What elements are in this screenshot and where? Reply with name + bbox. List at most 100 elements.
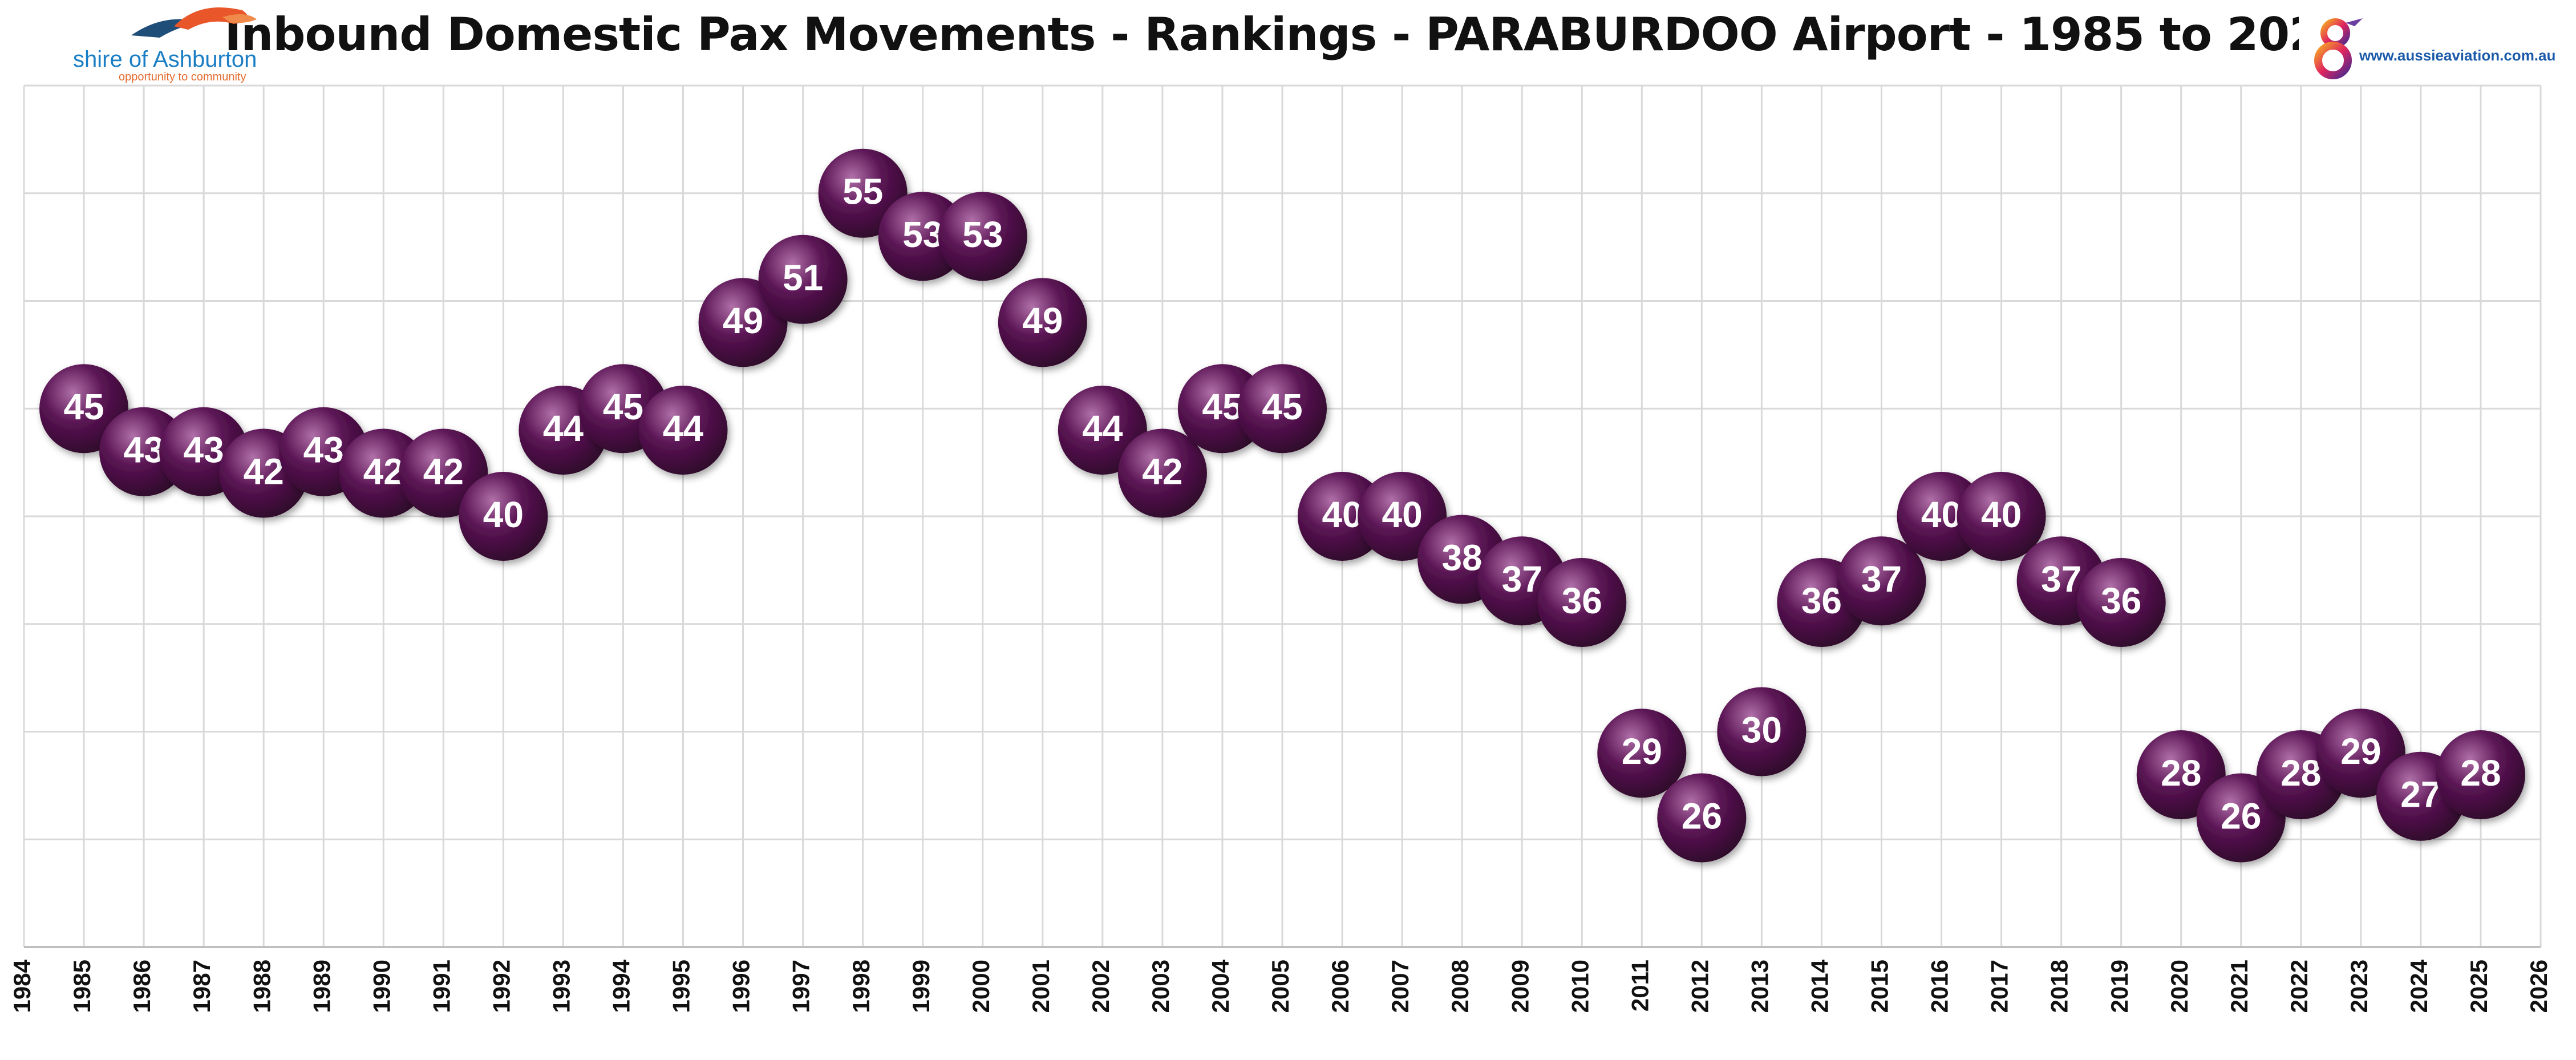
- x-tick-label: 2024: [2405, 959, 2432, 1013]
- x-tick-label: 2022: [2286, 960, 2312, 1013]
- data-label: 42: [244, 451, 284, 492]
- x-tick-label: 1995: [668, 960, 695, 1013]
- logo-tagline-text: opportunity to community: [119, 71, 246, 83]
- data-label: 30: [1741, 709, 1782, 750]
- x-tick-label: 1993: [548, 960, 575, 1013]
- logo-brand-text: shire of Ashburton: [73, 47, 257, 72]
- ashburton-wave-icon: [131, 7, 257, 38]
- x-tick-label: 1994: [608, 959, 635, 1013]
- data-label: 36: [1801, 580, 1842, 621]
- x-tick-label: 2014: [1807, 959, 1833, 1013]
- data-bubble: [1117, 428, 1207, 518]
- data-label: 44: [1082, 408, 1123, 449]
- x-tick-label: 1989: [308, 960, 335, 1013]
- x-tick-label: 2002: [1087, 960, 1114, 1013]
- x-tick-label: 2004: [1207, 959, 1234, 1013]
- x-tick-label: 1992: [488, 960, 515, 1013]
- x-tick-label: 2000: [967, 960, 994, 1013]
- data-label: 43: [184, 430, 224, 471]
- data-label: 37: [2041, 559, 2081, 600]
- x-tick-label: 2021: [2226, 960, 2253, 1013]
- data-label: 38: [1442, 537, 1483, 578]
- data-label: 45: [603, 386, 643, 427]
- x-tick-label: 2020: [2166, 960, 2193, 1013]
- data-point: 29: [1597, 709, 1687, 798]
- data-point: 40: [459, 472, 548, 561]
- data-label: 43: [124, 430, 164, 471]
- x-tick-label: 2013: [1746, 960, 1773, 1013]
- data-point: 37: [1837, 536, 1926, 626]
- data-label: 53: [962, 214, 1003, 255]
- data-point: 51: [758, 234, 848, 324]
- data-label: 40: [483, 494, 524, 535]
- x-tick-label: 2009: [1506, 960, 1533, 1013]
- data-bubble: [1717, 687, 1807, 776]
- data-label: 43: [303, 430, 344, 471]
- chart-title: Inbound Domestic Pax Movements - Ranking…: [224, 8, 2352, 61]
- x-tick-label: 2025: [2465, 960, 2492, 1013]
- x-tick-label: 2008: [1447, 960, 1473, 1013]
- data-bubble: [998, 278, 1087, 367]
- x-tick-label: 2006: [1327, 960, 1354, 1013]
- data-label: 49: [1022, 300, 1063, 341]
- aussie-aviation-logo-icon: [2314, 18, 2363, 79]
- data-label: 40: [1322, 494, 1362, 535]
- data-bubble: [1238, 364, 1327, 454]
- x-tick-label: 2017: [1986, 960, 2013, 1013]
- data-label: 29: [1622, 731, 1662, 772]
- data-bubble: [1957, 472, 2046, 561]
- x-tick-label: 2012: [1686, 960, 1713, 1013]
- data-label: 37: [1502, 559, 1542, 600]
- data-bubble: [459, 472, 548, 561]
- data-point: 49: [998, 278, 1087, 367]
- x-tick-label: 1984: [9, 959, 35, 1013]
- data-point: 38: [1417, 515, 1507, 604]
- data-label: 40: [1382, 494, 1423, 535]
- data-point: 40: [1957, 472, 2046, 561]
- data-label: 27: [2400, 774, 2441, 815]
- x-tick-label: 2019: [2106, 960, 2133, 1013]
- x-tick-label: 2010: [1566, 960, 1593, 1013]
- x-tick-label: 1999: [908, 960, 934, 1013]
- x-tick-label: 1997: [788, 960, 815, 1013]
- x-tick-label: 2011: [1626, 960, 1653, 1012]
- data-label: 45: [63, 386, 104, 427]
- data-label: 49: [723, 300, 763, 341]
- data-bubble: [1657, 773, 1747, 863]
- x-axis: 1984 1985 1986 1987 1988 1989 1990 1991 1992 1993…: [9, 946, 2552, 1013]
- aussie-aviation-url: www.aussieaviation.com.au: [2359, 47, 2556, 64]
- data-label: 51: [783, 257, 823, 298]
- data-point: 36: [1537, 558, 1627, 647]
- data-point: 44: [638, 386, 728, 475]
- data-label: 26: [1682, 795, 1722, 836]
- data-label: 37: [1861, 559, 1902, 600]
- x-tick-label: 2007: [1387, 960, 1413, 1013]
- data-bubble: [638, 386, 728, 475]
- data-label: 42: [363, 451, 404, 492]
- x-tick-label: 2018: [2046, 960, 2073, 1013]
- x-tick-label: 1987: [188, 960, 215, 1013]
- x-tick-label: 2001: [1027, 960, 1054, 1013]
- x-tick-label: 2023: [2346, 960, 2372, 1013]
- data-point: 42: [1117, 428, 1207, 518]
- data-point: 45: [1238, 364, 1327, 454]
- data-label: 28: [2281, 752, 2321, 794]
- x-tick-label: 1986: [128, 960, 155, 1013]
- x-tick-label: 2005: [1267, 960, 1294, 1013]
- data-bubble: [1537, 558, 1627, 647]
- x-tick-label: 1991: [428, 960, 455, 1013]
- data-label: 28: [2460, 752, 2501, 794]
- data-bubble: [2076, 558, 2166, 647]
- aussie-aviation-logo: www.aussieaviation.com.au: [2299, 0, 2576, 91]
- x-tick-label: 2026: [2525, 960, 2552, 1013]
- data-label: 53: [902, 214, 943, 255]
- data-label: 45: [1262, 386, 1302, 427]
- data-bubble: [2436, 730, 2525, 819]
- data-label: 42: [1142, 451, 1182, 492]
- data-label: 36: [2101, 580, 2141, 621]
- data-label: 40: [1921, 494, 1962, 535]
- x-tick-label: 1998: [848, 960, 874, 1013]
- data-point: 30: [1717, 687, 1807, 776]
- data-bubble: [938, 192, 1027, 281]
